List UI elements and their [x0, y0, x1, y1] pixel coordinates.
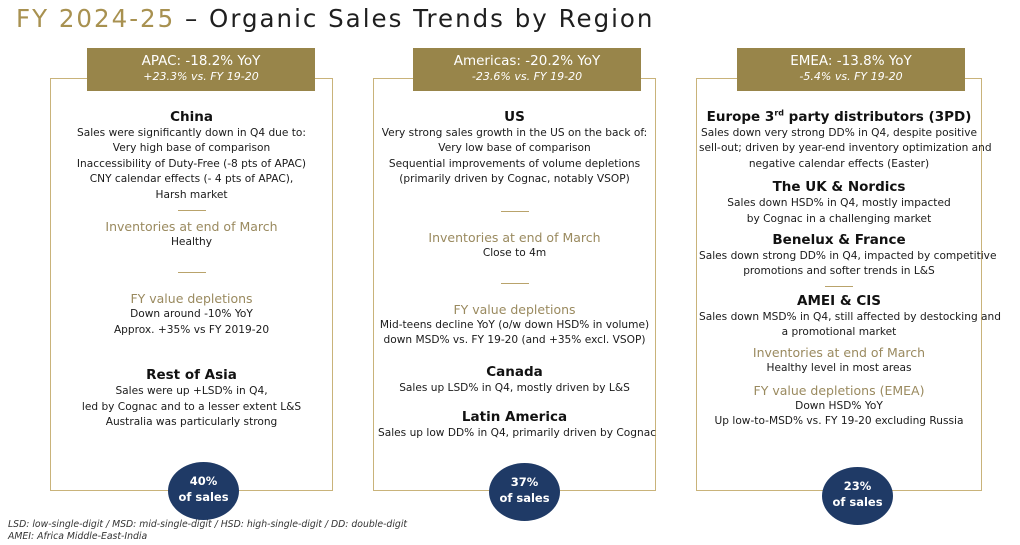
americas-header-main: Americas: -20.2% YoY [453, 53, 601, 69]
uk-nordics-line: by Cognac in a challenging market [746, 212, 932, 225]
page-title: FY 2024-25 – Organic Sales Trends by Reg… [16, 4, 654, 33]
us-line: Very strong sales growth in the US on th… [381, 127, 648, 139]
benelux-france-line: promotions and softer trends in L&S [743, 265, 935, 278]
emea-share-label: of sales [832, 495, 883, 509]
apac-share-label: of sales [178, 490, 229, 504]
divider [500, 283, 529, 285]
americas-depletions-line: down MSD% vs. FY 19-20 (and +35% excl. V… [383, 334, 646, 347]
china-line: Inaccessibility of Duty-Free (-8 pts of … [76, 157, 307, 170]
canada-line: Sales up LSD% in Q4, mostly driven by L&… [399, 381, 630, 394]
americas-depletions-title: FY value depletions [453, 302, 576, 318]
uk-nordics-title: The UK & Nordics [772, 179, 906, 196]
benelux-france-title: Benelux & France [772, 232, 906, 249]
apac-header-main: APAC: -18.2% YoY [141, 53, 261, 69]
us-line: Very low base of comparison [438, 142, 591, 155]
amei-cis-title: AMEI & CIS [797, 292, 881, 309]
emea-depletions-title: FY value depletions (EMEA) [753, 383, 925, 399]
emea-sales-share-badge: 23% of sales [822, 467, 893, 525]
europe-line: sell-out; driven by year-end inventory o… [699, 142, 992, 155]
americas-sales-share-badge: 37% of sales [489, 463, 560, 521]
apac-inventories-value: Healthy [170, 236, 213, 249]
divider [825, 285, 853, 287]
uk-nordics-line: Sales down HSD% in Q4, mostly impacted [727, 197, 951, 210]
china-title: China [170, 109, 213, 125]
divider [177, 210, 206, 212]
title-year: FY 2024-25 [16, 4, 176, 33]
emea-header-main: EMEA: -13.8% YoY [790, 53, 912, 69]
amei-cis-line: Sales down MSD% in Q4, still affected by… [699, 310, 1001, 323]
europe-title-sup: rd [774, 108, 784, 118]
americas-share-label: of sales [499, 491, 550, 505]
americas-share-pct: 37% [510, 475, 539, 489]
footnote-abbreviations: LSD: low-single-digit / MSD: mid-single-… [8, 519, 408, 530]
apac-inventories-title: Inventories at end of March [105, 219, 278, 235]
title-text: – Organic Sales Trends by Region [175, 4, 655, 33]
footnotes: LSD: low-single-digit / MSD: mid-single-… [8, 519, 407, 543]
latin-america-title: Latin America [461, 409, 568, 426]
divider [177, 272, 206, 274]
rest-of-asia-title: Rest of Asia [146, 367, 237, 384]
divider [500, 210, 529, 212]
benelux-france-line: Sales down strong DD% in Q4, impacted by… [699, 250, 997, 263]
china-line: Sales were significantly down in Q4 due … [77, 127, 306, 139]
apac-share-pct: 40% [189, 474, 218, 488]
emea-depletions-line: Down HSD% YoY [795, 400, 883, 413]
apac-header-sub: +23.3% vs. FY 19-20 [143, 70, 259, 83]
apac-content: China Sales were significantly down in Q… [55, 108, 328, 430]
emea-header-sub: -5.4% vs. FY 19-20 [799, 70, 903, 83]
rest-of-asia-line: Sales were up +LSD% in Q4, [115, 385, 268, 398]
americas-content: US Very strong sales growth in the US on… [378, 108, 657, 442]
canada-title: Canada [486, 363, 543, 380]
americas-header-sub: -23.6% vs. FY 19-20 [471, 70, 583, 83]
apac-header: APAC: -18.2% YoY +23.3% vs. FY 19-20 [87, 48, 315, 91]
apac-depletions-line: Approx. +35% vs FY 2019-20 [113, 323, 270, 336]
latin-america-line: Sales up low DD% in Q4, primarily driven… [378, 427, 657, 440]
americas-inventories-value: Close to 4m [482, 246, 547, 259]
rest-of-asia-line: led by Cognac and to a lesser extent L&S [81, 400, 302, 413]
emea-inventories-value: Healthy level in most areas [766, 361, 912, 374]
americas-inventories-title: Inventories at end of March [428, 229, 601, 245]
us-title: US [504, 109, 525, 125]
china-line: Very high base of comparison [112, 142, 271, 155]
americas-depletions-line: Mid-teens decline YoY (o/w down HSD% in … [379, 319, 650, 332]
china-line: CNY calendar effects (- 4 pts of APAC), [89, 173, 294, 186]
apac-depletions-line: Down around -10% YoY [130, 308, 253, 321]
rest-of-asia-line: Australia was particularly strong [105, 416, 278, 429]
emea-share-pct: 23% [843, 479, 872, 493]
china-line: Harsh market [155, 188, 228, 201]
apac-sales-share-badge: 40% of sales [168, 462, 239, 520]
emea-inventories-title: Inventories at end of March [752, 344, 926, 360]
footnote-amei: AMEI: Africa Middle-East-India [8, 531, 148, 542]
europe-title-pre: Europe 3 [706, 109, 775, 125]
europe-line: Sales down very strong DD% in Q4, despit… [701, 127, 977, 139]
europe-title-post: party distributors (3PD) [783, 109, 972, 125]
americas-header: Americas: -20.2% YoY -23.6% vs. FY 19-20 [413, 48, 641, 91]
europe-line: negative calendar effects (Easter) [748, 157, 930, 170]
europe-3pd-title: Europe 3rd party distributors (3PD) [699, 108, 979, 126]
apac-depletions-title: FY value depletions [130, 291, 253, 307]
emea-content: Europe 3rd party distributors (3PD) Sale… [699, 108, 1001, 430]
emea-header: EMEA: -13.8% YoY -5.4% vs. FY 19-20 [737, 48, 965, 91]
us-line: Sequential improvements of volume deplet… [388, 157, 641, 170]
emea-depletions-line: Up low-to-MSD% vs. FY 19-20 excluding Ru… [714, 415, 964, 428]
amei-cis-line: a promotional market [781, 326, 897, 339]
us-line: (primarily driven by Cognac, notably VSO… [399, 173, 630, 186]
